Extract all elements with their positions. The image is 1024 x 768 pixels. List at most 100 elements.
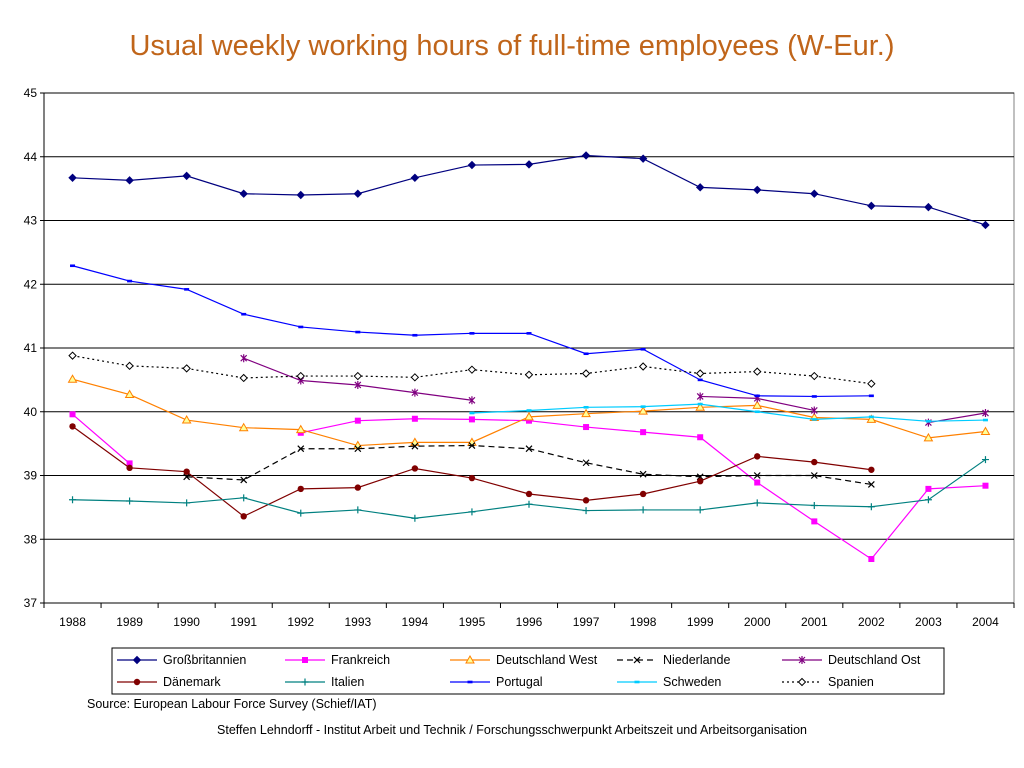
data-point-deutschland-west bbox=[638, 406, 648, 415]
legend-item-spanien: Spanien bbox=[782, 675, 874, 689]
y-tick-label: 42 bbox=[24, 277, 38, 291]
data-point-deutschland-ost bbox=[468, 396, 476, 405]
data-point-d-nemark bbox=[69, 423, 76, 430]
data-point-frankreich bbox=[811, 518, 818, 525]
series-niederlande bbox=[183, 442, 875, 488]
data-point-d-nemark bbox=[468, 474, 476, 482]
data-point-schweden bbox=[526, 409, 532, 412]
data-point-deutschland-west bbox=[581, 408, 591, 418]
data-point-portugal bbox=[184, 288, 190, 291]
data-point-frankreich bbox=[69, 411, 76, 418]
y-tick-label: 38 bbox=[24, 532, 38, 546]
data-point-spanien bbox=[68, 351, 77, 360]
data-point-d-nemark bbox=[811, 458, 818, 466]
data-point-frankreich bbox=[868, 556, 875, 563]
data-point-d-nemark bbox=[696, 478, 704, 485]
data-point-frankreich bbox=[468, 416, 475, 423]
data-point-gro-britannien bbox=[353, 189, 363, 198]
data-point-niederlande bbox=[411, 442, 419, 450]
data-point-niederlande bbox=[297, 445, 305, 453]
data-point-deutschland-ost bbox=[696, 392, 704, 401]
data-point-frankreich bbox=[583, 424, 590, 431]
data-point-spanien bbox=[753, 367, 762, 376]
x-tick-label: 2003 bbox=[915, 615, 942, 629]
x-tick-label: 1989 bbox=[116, 615, 143, 629]
series-spanien bbox=[68, 351, 876, 388]
data-point-spanien bbox=[810, 371, 819, 381]
legend-label: Großbritannien bbox=[163, 653, 246, 667]
legend-label: Deutschland West bbox=[496, 653, 598, 667]
y-tick-label: 43 bbox=[24, 214, 38, 228]
data-point-portugal bbox=[697, 378, 703, 382]
data-point-gro-britannien bbox=[753, 185, 762, 195]
data-point-schweden bbox=[868, 415, 874, 419]
data-point-d-nemark bbox=[754, 453, 761, 460]
data-point-deutschland-west bbox=[695, 402, 706, 411]
plot-area: 37 38 39 40 41 42 43 44 45 1988 1989 1990 1991 1992 19… bbox=[24, 86, 1015, 629]
data-point-portugal bbox=[526, 332, 532, 335]
data-point-italien bbox=[981, 456, 989, 464]
legend-swatch-marker bbox=[633, 656, 641, 664]
data-point-niederlande bbox=[639, 470, 647, 478]
data-point-spanien bbox=[410, 373, 420, 382]
x-tick-label: 1998 bbox=[630, 615, 657, 629]
x-tick-label: 2002 bbox=[858, 615, 885, 629]
x-tick-label: 1994 bbox=[402, 615, 429, 629]
data-point-niederlande bbox=[753, 472, 761, 479]
data-point-gro-britannien bbox=[524, 160, 534, 169]
series-schweden bbox=[469, 402, 988, 423]
data-point-schweden bbox=[469, 411, 475, 415]
x-tick-label: 1999 bbox=[687, 615, 714, 629]
legend-label: Frankreich bbox=[331, 653, 390, 667]
legend-swatch-marker bbox=[634, 680, 640, 684]
legend-label: Schweden bbox=[663, 675, 721, 689]
data-point-schweden bbox=[925, 420, 931, 423]
data-point-portugal bbox=[868, 394, 874, 398]
y-tick-label: 44 bbox=[24, 150, 38, 164]
legend-label: Dänemark bbox=[163, 675, 221, 689]
legend-item-frankreich: Frankreich bbox=[285, 653, 390, 667]
series-portugal bbox=[70, 264, 874, 398]
series-italien bbox=[69, 456, 989, 522]
x-tick-label: 1995 bbox=[459, 615, 486, 629]
y-tick-label: 45 bbox=[24, 86, 38, 100]
data-point-italien bbox=[183, 499, 191, 507]
data-point-spanien bbox=[524, 370, 534, 379]
legend-swatch-marker bbox=[797, 677, 807, 687]
legend-item-italien: Italien bbox=[285, 675, 364, 689]
data-point-frankreich bbox=[354, 417, 361, 424]
data-point-gro-britannien bbox=[125, 176, 134, 185]
data-point-niederlande bbox=[810, 472, 818, 479]
data-point-spanien bbox=[467, 365, 477, 374]
data-point-deutschland-ost bbox=[810, 406, 818, 415]
data-point-gro-britannien bbox=[581, 151, 591, 160]
x-tick-label: 1997 bbox=[573, 615, 600, 629]
data-point-italien bbox=[468, 508, 476, 516]
data-point-schweden bbox=[583, 405, 589, 409]
data-point-deutschland-west bbox=[124, 389, 135, 399]
x-tick-label: 1993 bbox=[344, 615, 371, 629]
data-point-spanien bbox=[296, 371, 305, 381]
data-point-gro-britannien bbox=[239, 189, 248, 198]
legend-item-gro-britannien: Großbritannien bbox=[117, 653, 246, 667]
data-point-portugal bbox=[583, 352, 589, 356]
data-point-gro-britannien bbox=[695, 183, 705, 192]
data-point-spanien bbox=[353, 371, 363, 381]
data-point-deutschland-west bbox=[524, 411, 534, 421]
data-point-d-nemark bbox=[639, 490, 647, 498]
data-point-frankreich bbox=[754, 479, 761, 486]
data-point-gro-britannien bbox=[68, 173, 77, 182]
legend-label: Italien bbox=[331, 675, 364, 689]
data-point-d-nemark bbox=[582, 497, 590, 504]
legend: Großbritannien Frankreich Deutschland West… bbox=[111, 647, 945, 695]
data-point-spanien bbox=[581, 369, 591, 378]
data-point-gro-britannien bbox=[410, 173, 420, 182]
x-tick-label: 1988 bbox=[59, 615, 86, 629]
y-tick-label: 40 bbox=[24, 405, 38, 419]
data-point-italien bbox=[810, 501, 818, 509]
data-point-portugal bbox=[298, 325, 304, 329]
data-point-italien bbox=[354, 506, 362, 514]
legend-swatch-marker bbox=[465, 654, 475, 664]
data-point-schweden bbox=[982, 418, 988, 422]
